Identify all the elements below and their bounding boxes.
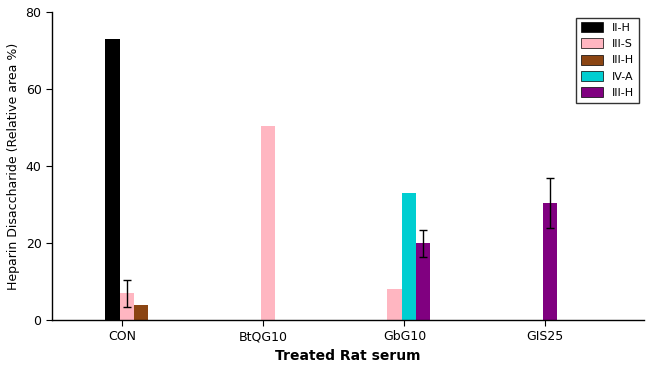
X-axis label: Treated Rat serum: Treated Rat serum (275, 349, 421, 363)
Legend: II-H, III-S, III-H, IV-A, III-H: II-H, III-S, III-H, IV-A, III-H (576, 17, 639, 102)
Bar (105, 39, 120, 320)
Bar (120, 293, 133, 320)
Bar (133, 305, 148, 320)
Bar (415, 243, 430, 320)
Bar (542, 203, 557, 320)
Bar (260, 125, 275, 320)
Bar (402, 193, 415, 320)
Bar (387, 289, 402, 320)
Y-axis label: Heparin Disaccharide (Relative area %): Heparin Disaccharide (Relative area %) (7, 43, 20, 290)
